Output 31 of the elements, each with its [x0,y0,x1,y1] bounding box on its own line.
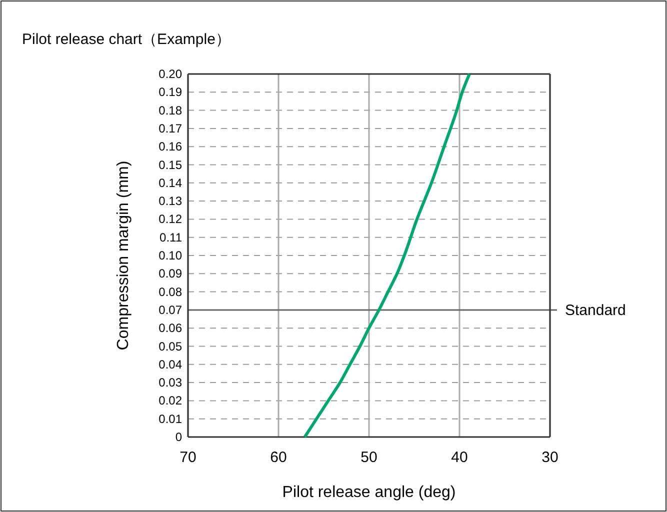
y-tick-label: 0.05 [158,339,182,354]
y-tick-label: 0.10 [158,248,182,262]
y-tick-label: 0.12 [158,212,182,226]
x-tick-label: 30 [542,449,558,466]
y-tick-label: 0.11 [160,230,182,244]
x-tick-label: 70 [180,449,196,466]
y-tick-label: 0.19 [158,85,182,100]
y-tick-label: 0.07 [158,302,182,317]
y-tick-label: 0.09 [158,266,182,281]
y-tick-label: 0.17 [158,121,182,136]
y-tick-label: 0.14 [158,176,182,190]
x-tick-label: 60 [270,449,287,466]
y-tick-label: 0.15 [158,158,182,172]
y-tick-label: 0.18 [158,103,182,118]
y-tick-label: 0.04 [158,357,182,372]
y-tick-label: 0.13 [158,194,182,208]
y-axis-title: Compression margin (mm) [115,160,132,350]
y-tick-label: 0.08 [158,284,182,299]
line-series [303,72,471,438]
y-tick-label: 0.02 [158,394,182,408]
chart-title: Pilot release chart（Example） [22,31,230,48]
y-tick-label: 0.01 [158,412,182,426]
y-tick-label: 0.20 [158,67,182,81]
y-tick-label: 0.16 [158,140,182,154]
y-tick-label: 0 [175,430,182,444]
x-tick-label: 50 [360,449,378,466]
x-axis-title: Pilot release angle (deg) [282,484,456,501]
x-tick-label: 40 [451,449,468,466]
y-tick-label: 0.06 [158,321,182,336]
y-tick-label: 0.03 [158,376,182,390]
ref-line-label: Standard [565,302,626,319]
